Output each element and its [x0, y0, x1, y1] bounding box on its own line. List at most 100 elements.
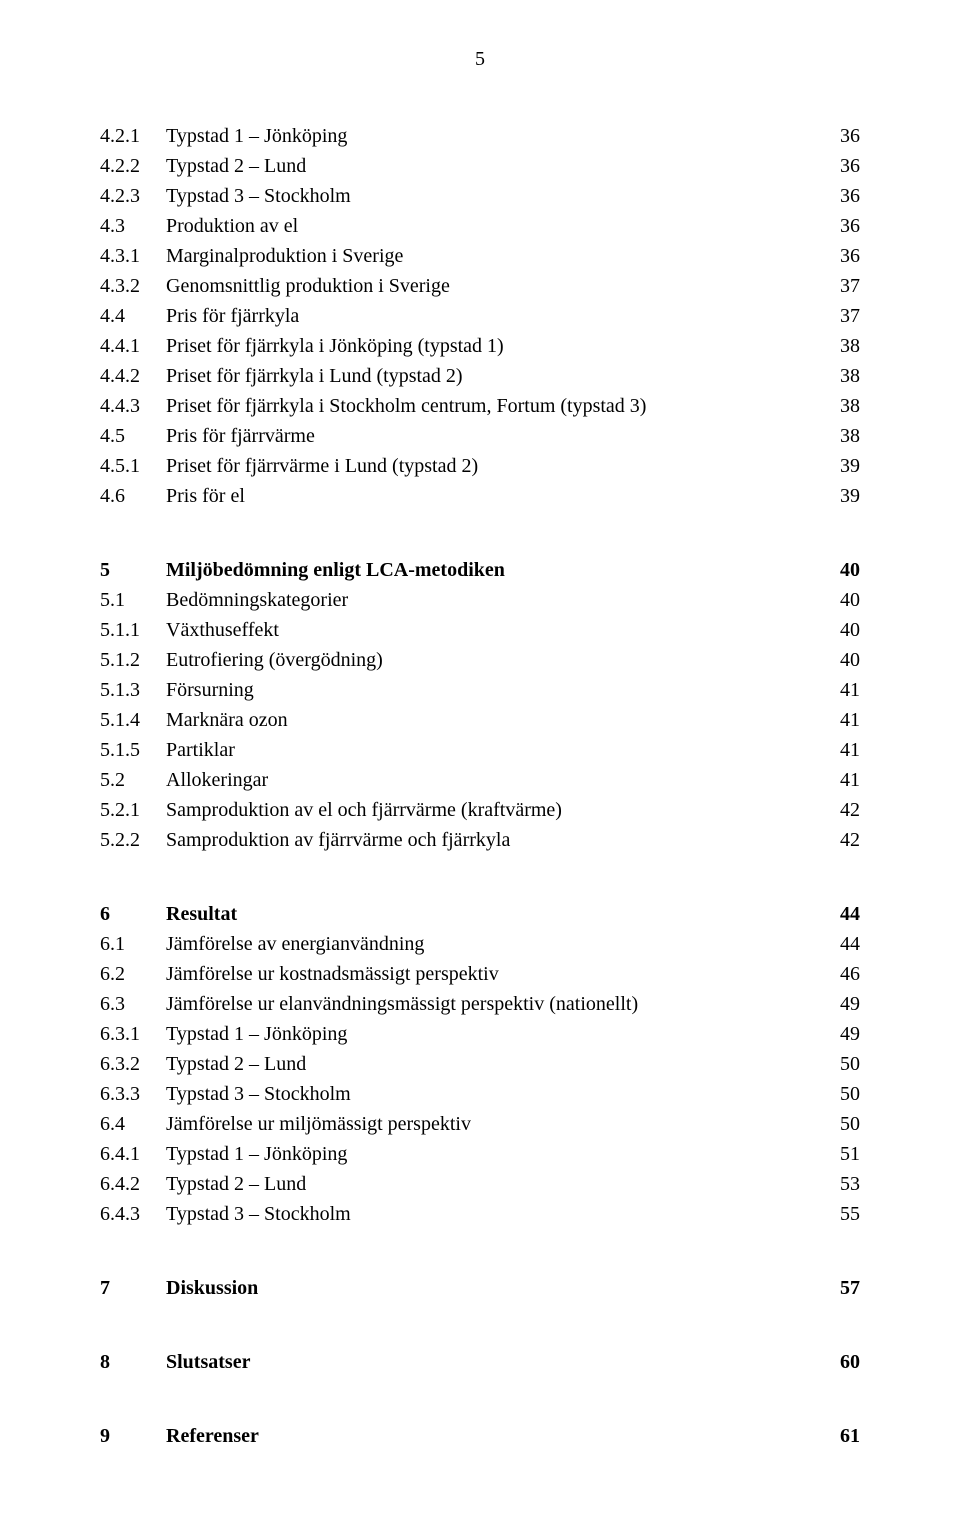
toc-entry-number: 9 — [100, 1421, 166, 1451]
toc-entry-page: 40 — [820, 645, 860, 675]
toc-entry-page: 61 — [820, 1421, 860, 1451]
toc-entry-title: Marginalproduktion i Sverige — [166, 241, 820, 271]
toc-entry-title: Pris för fjärrvärme — [166, 421, 820, 451]
toc-entry-page: 55 — [820, 1199, 860, 1229]
toc-entry-title: Jämförelse ur elanvändningsmässigt persp… — [166, 989, 820, 1019]
toc-entry: 4.5Pris för fjärrvärme38 — [100, 421, 860, 451]
toc-entry-page: 38 — [820, 361, 860, 391]
toc-entry: 4.6Pris för el39 — [100, 481, 860, 511]
document-page: 5 4.2.1Typstad 1 – Jönköping364.2.2Typst… — [0, 0, 960, 1531]
toc-entry-title: Bedömningskategorier — [166, 585, 820, 615]
toc-entry-number: 5.2.1 — [100, 795, 166, 825]
toc-entry-number: 6 — [100, 899, 166, 929]
toc-entry-page: 36 — [820, 241, 860, 271]
toc-entry-number: 6.4.3 — [100, 1199, 166, 1229]
toc-entry-number: 5 — [100, 555, 166, 585]
toc-section-head: 6Resultat44 — [100, 899, 860, 929]
toc-entry-number: 4.3 — [100, 211, 166, 241]
toc-entry-page: 38 — [820, 331, 860, 361]
toc-entry-number: 4.6 — [100, 481, 166, 511]
toc-entry-number: 5.1.3 — [100, 675, 166, 705]
toc-entry-title: Typstad 3 – Stockholm — [166, 1199, 820, 1229]
toc-entry-page: 50 — [820, 1049, 860, 1079]
toc-entry-page: 38 — [820, 421, 860, 451]
toc-entry-number: 4.2.2 — [100, 151, 166, 181]
toc-entry: 4.3.2Genomsnittlig produktion i Sverige3… — [100, 271, 860, 301]
toc-entry-page: 40 — [820, 585, 860, 615]
toc-entry-page: 37 — [820, 301, 860, 331]
toc-entry-title: Partiklar — [166, 735, 820, 765]
toc-entry-number: 5.1.1 — [100, 615, 166, 645]
toc-entry: 4.5.1Priset för fjärrvärme i Lund (typst… — [100, 451, 860, 481]
toc-entry-number: 5.1.2 — [100, 645, 166, 675]
toc-entry: 4.3.1Marginalproduktion i Sverige36 — [100, 241, 860, 271]
toc-entry-title: Slutsatser — [166, 1347, 820, 1377]
toc-entry: 6.4.1Typstad 1 – Jönköping51 — [100, 1139, 860, 1169]
toc-section-head: 9Referenser61 — [100, 1421, 860, 1451]
toc-entry-title: Referenser — [166, 1421, 820, 1451]
toc-entry-title: Typstad 2 – Lund — [166, 1049, 820, 1079]
toc-entry-page: 44 — [820, 899, 860, 929]
toc-entry-page: 41 — [820, 735, 860, 765]
toc-entry: 4.4Pris för fjärrkyla37 — [100, 301, 860, 331]
toc-entry-title: Jämförelse ur kostnadsmässigt perspektiv — [166, 959, 820, 989]
toc-entry-title: Produktion av el — [166, 211, 820, 241]
toc-entry-number: 6.4 — [100, 1109, 166, 1139]
toc-entry-title: Typstad 3 – Stockholm — [166, 181, 820, 211]
toc-entry-number: 4.4 — [100, 301, 166, 331]
toc-entry-number: 4.4.2 — [100, 361, 166, 391]
toc-entry-title: Genomsnittlig produktion i Sverige — [166, 271, 820, 301]
toc-entry-page: 41 — [820, 705, 860, 735]
page-number: 5 — [100, 48, 860, 71]
toc-entry: 5.2.2Samproduktion av fjärrvärme och fjä… — [100, 825, 860, 855]
toc-entry-number: 6.3.3 — [100, 1079, 166, 1109]
toc-entry-page: 36 — [820, 211, 860, 241]
toc-entry-number: 6.2 — [100, 959, 166, 989]
toc-entry: 6.4Jämförelse ur miljömässigt perspektiv… — [100, 1109, 860, 1139]
toc-entry-number: 4.2.1 — [100, 121, 166, 151]
toc-entry: 4.2.1Typstad 1 – Jönköping36 — [100, 121, 860, 151]
toc-entry-title: Allokeringar — [166, 765, 820, 795]
toc-entry-number: 5.2.2 — [100, 825, 166, 855]
toc-entry-number: 4.5.1 — [100, 451, 166, 481]
toc-entry-number: 8 — [100, 1347, 166, 1377]
toc-entry-page: 41 — [820, 765, 860, 795]
toc-entry: 5.1.3Försurning41 — [100, 675, 860, 705]
toc-section-head: 8Slutsatser60 — [100, 1347, 860, 1377]
toc-entry-number: 5.1.5 — [100, 735, 166, 765]
toc-entry-page: 38 — [820, 391, 860, 421]
toc-entry-title: Priset för fjärrkyla i Jönköping (typsta… — [166, 331, 820, 361]
toc-entry-number: 4.2.3 — [100, 181, 166, 211]
toc-entry: 6.3.1Typstad 1 – Jönköping49 — [100, 1019, 860, 1049]
toc-entry-title: Pris för el — [166, 481, 820, 511]
toc-entry-page: 53 — [820, 1169, 860, 1199]
toc-entry: 4.2.2Typstad 2 – Lund36 — [100, 151, 860, 181]
toc-entry-number: 5.2 — [100, 765, 166, 795]
toc-entry-number: 4.4.3 — [100, 391, 166, 421]
toc-entry-number: 4.3.2 — [100, 271, 166, 301]
toc-entry-page: 36 — [820, 151, 860, 181]
toc-entry-page: 49 — [820, 989, 860, 1019]
toc-entry-page: 40 — [820, 555, 860, 585]
toc-entry-title: Priset för fjärrkyla i Stockholm centrum… — [166, 391, 820, 421]
toc-entry-page: 50 — [820, 1109, 860, 1139]
toc-entry-title: Typstad 2 – Lund — [166, 1169, 820, 1199]
toc-entry-title: Marknära ozon — [166, 705, 820, 735]
toc-entry-page: 39 — [820, 451, 860, 481]
toc-entry-page: 42 — [820, 795, 860, 825]
toc-entry-title: Miljöbedömning enligt LCA-metodiken — [166, 555, 820, 585]
toc-entry: 6.3Jämförelse ur elanvändningsmässigt pe… — [100, 989, 860, 1019]
toc-entry-title: Försurning — [166, 675, 820, 705]
toc-entry-number: 5.1.4 — [100, 705, 166, 735]
toc-entry-title: Typstad 1 – Jönköping — [166, 1139, 820, 1169]
toc-entry: 6.4.2Typstad 2 – Lund53 — [100, 1169, 860, 1199]
toc-entry-page: 44 — [820, 929, 860, 959]
toc-entry-page: 41 — [820, 675, 860, 705]
toc-entry-number: 4.3.1 — [100, 241, 166, 271]
toc-entry-title: Växthuseffekt — [166, 615, 820, 645]
toc-entry-number: 6.3.1 — [100, 1019, 166, 1049]
toc-entry: 6.4.3Typstad 3 – Stockholm55 — [100, 1199, 860, 1229]
toc-entry: 6.3.3Typstad 3 – Stockholm50 — [100, 1079, 860, 1109]
toc-entry-number: 4.5 — [100, 421, 166, 451]
toc-section-head: 7Diskussion57 — [100, 1273, 860, 1303]
